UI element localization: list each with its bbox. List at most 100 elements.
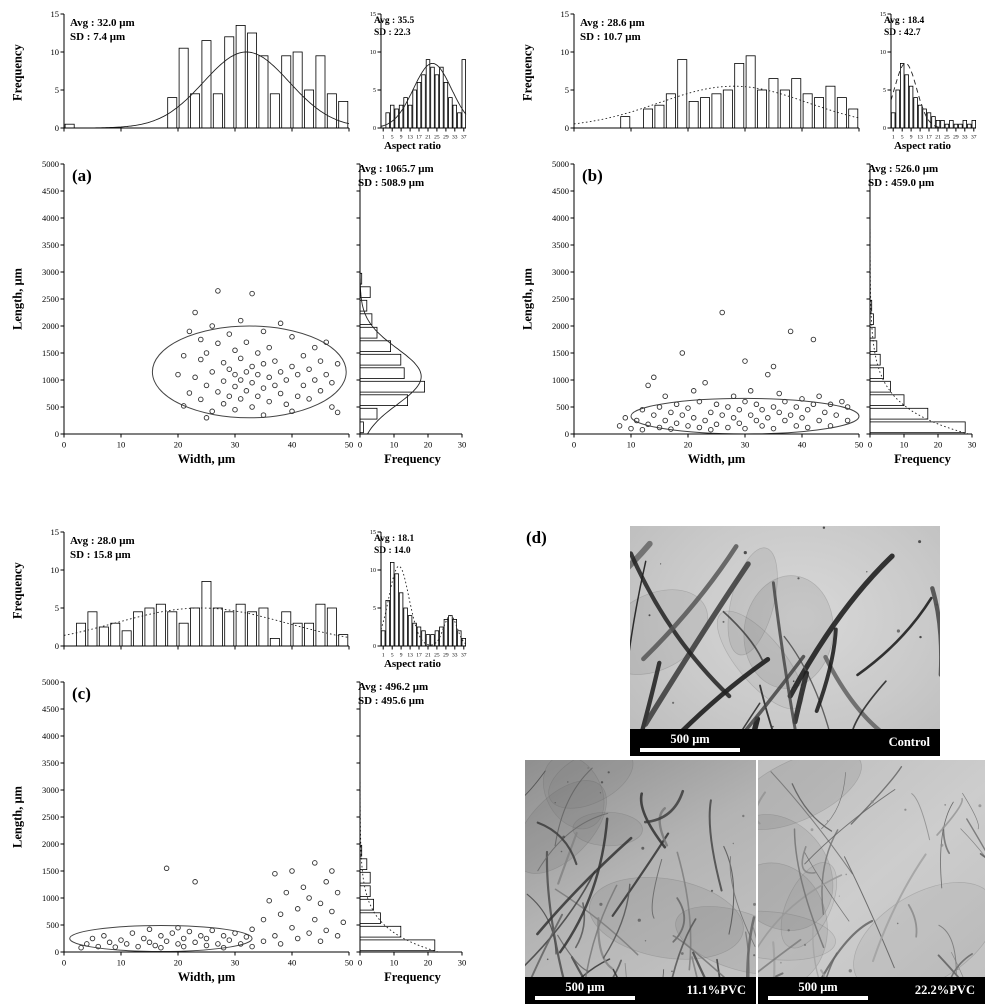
- scale-indicator: 500 μm: [640, 732, 740, 752]
- svg-text:33: 33: [452, 653, 458, 659]
- panel-a-width-histogram: 0 5 10 15: [51, 9, 350, 133]
- svg-text:0: 0: [55, 429, 59, 439]
- svg-text:21: 21: [935, 135, 941, 141]
- svg-text:0: 0: [358, 958, 362, 968]
- panel-b-width-histogram: 0 5 10 15: [561, 9, 860, 133]
- panel-c-width-hist-ylabel: Frequency: [10, 562, 25, 620]
- svg-text:17: 17: [926, 135, 932, 141]
- panel-d-letter: (d): [526, 528, 547, 547]
- svg-text:20: 20: [174, 440, 183, 450]
- svg-text:1: 1: [382, 653, 385, 659]
- stat-avg: Avg : 32.0 μm: [70, 17, 135, 29]
- svg-text:5000: 5000: [42, 677, 59, 687]
- panel-b-letter: (b): [582, 166, 603, 185]
- svg-text:10: 10: [51, 47, 60, 57]
- stat-avg: Avg : 496.2 μm: [358, 681, 429, 693]
- svg-text:15: 15: [51, 527, 60, 537]
- panel-c-length-hist-stats: Avg : 496.2 μm SD : 495.6 μm: [358, 680, 428, 709]
- panel-c-length-hist-xlabel: Frequency: [384, 970, 441, 984]
- svg-text:25: 25: [434, 135, 440, 141]
- svg-text:5: 5: [55, 603, 59, 613]
- svg-text:1500: 1500: [42, 348, 59, 358]
- svg-text:10: 10: [390, 958, 399, 968]
- svg-text:5: 5: [901, 135, 904, 141]
- svg-text:10: 10: [117, 440, 126, 450]
- panel-a-scatter-plot: 0500100015002000250030003500400045005000…: [42, 159, 353, 450]
- svg-text:10: 10: [880, 50, 886, 56]
- svg-text:3500: 3500: [42, 758, 59, 768]
- stat-sd: SD : 42.7: [884, 28, 921, 39]
- svg-text:30: 30: [231, 440, 240, 450]
- svg-text:5: 5: [55, 85, 59, 95]
- scale-bar-line: [640, 747, 740, 752]
- panel-a-length-histogram: 0 10 20 30: [356, 163, 466, 450]
- panel-a-length-hist-xlabel: Frequency: [384, 452, 441, 466]
- svg-text:21: 21: [425, 135, 431, 141]
- svg-text:5000: 5000: [42, 159, 59, 169]
- micrograph-control: 500 μm Control: [630, 526, 940, 756]
- svg-text:25: 25: [944, 135, 950, 141]
- panel-b-width-hist-ylabel: Frequency: [520, 44, 535, 102]
- svg-text:2000: 2000: [42, 321, 59, 331]
- svg-text:0: 0: [572, 440, 576, 450]
- panel-b-aspect-hist-stats: Avg : 18.4 SD : 42.7: [884, 15, 924, 40]
- svg-text:29: 29: [443, 135, 449, 141]
- svg-text:0: 0: [868, 440, 872, 450]
- scale-label: 500 μm: [670, 732, 710, 747]
- svg-text:1000: 1000: [42, 375, 59, 385]
- svg-text:37: 37: [461, 135, 467, 141]
- svg-text:40: 40: [288, 440, 297, 450]
- micrograph-pvc22-scalebar: 500 μm 22.2%PVC: [758, 977, 985, 1004]
- svg-text:20: 20: [424, 440, 433, 450]
- svg-text:20: 20: [174, 958, 183, 968]
- svg-text:5: 5: [565, 85, 569, 95]
- svg-text:37: 37: [971, 135, 977, 141]
- svg-text:4500: 4500: [42, 704, 59, 714]
- scale-indicator: 500 μm: [535, 980, 635, 1000]
- micrograph-pvc22-fibers: [758, 760, 985, 1004]
- svg-text:25: 25: [434, 653, 440, 659]
- svg-text:50: 50: [855, 440, 863, 450]
- stat-sd: SD : 459.0 μm: [868, 177, 935, 190]
- micrograph-pvc11-fibers: [525, 760, 756, 1004]
- svg-text:500: 500: [46, 920, 59, 930]
- panel-c-letter: (c): [72, 684, 91, 703]
- sample-label: Control: [888, 735, 930, 749]
- panel-c-width-hist-stats: Avg : 28.0 μm SD : 15.8 μm: [70, 534, 135, 563]
- stat-avg: Avg : 28.0 μm: [70, 535, 135, 547]
- svg-text:500: 500: [556, 402, 569, 412]
- svg-text:5: 5: [391, 653, 394, 659]
- svg-text:5: 5: [391, 135, 394, 141]
- svg-text:10: 10: [561, 47, 570, 57]
- svg-text:40: 40: [288, 958, 297, 968]
- svg-text:13: 13: [407, 653, 413, 659]
- svg-text:0: 0: [565, 429, 569, 439]
- micrograph-pvc22: 500 μm 22.2%PVC: [758, 760, 985, 1004]
- svg-text:10: 10: [627, 440, 636, 450]
- panel-c-aspect-hist-stats: Avg : 18.1 SD : 14.0: [374, 533, 414, 558]
- svg-text:5: 5: [373, 88, 376, 94]
- panel-a-aspect-hist-stats: Avg : 35.5 SD : 22.3: [374, 15, 414, 40]
- svg-text:10: 10: [370, 568, 376, 574]
- panel-b-aspect-hist-xlabel: Aspect ratio: [893, 140, 952, 152]
- sample-label: 22.2%PVC: [914, 983, 975, 997]
- svg-text:0: 0: [358, 440, 362, 450]
- svg-text:4000: 4000: [552, 213, 569, 223]
- svg-text:0: 0: [373, 644, 376, 650]
- scale-label: 500 μm: [565, 980, 605, 995]
- scale-indicator: 500 μm: [768, 981, 868, 1000]
- svg-text:0: 0: [565, 123, 569, 133]
- stat-avg: Avg : 35.5: [374, 16, 415, 26]
- svg-text:4500: 4500: [42, 186, 59, 196]
- svg-text:3000: 3000: [552, 267, 569, 277]
- panel-c-width-histogram: 0 5 10 15: [51, 527, 350, 651]
- scale-bar-line: [535, 995, 635, 1000]
- svg-text:2000: 2000: [552, 321, 569, 331]
- svg-text:50: 50: [345, 440, 353, 450]
- svg-text:3500: 3500: [42, 240, 59, 250]
- svg-text:5000: 5000: [552, 159, 569, 169]
- panel-b-length-hist-xlabel: Frequency: [894, 452, 951, 466]
- panel-b: 0 5 10 15 Frequency Avg : 28.6 μm SD : 10.7…: [518, 4, 980, 476]
